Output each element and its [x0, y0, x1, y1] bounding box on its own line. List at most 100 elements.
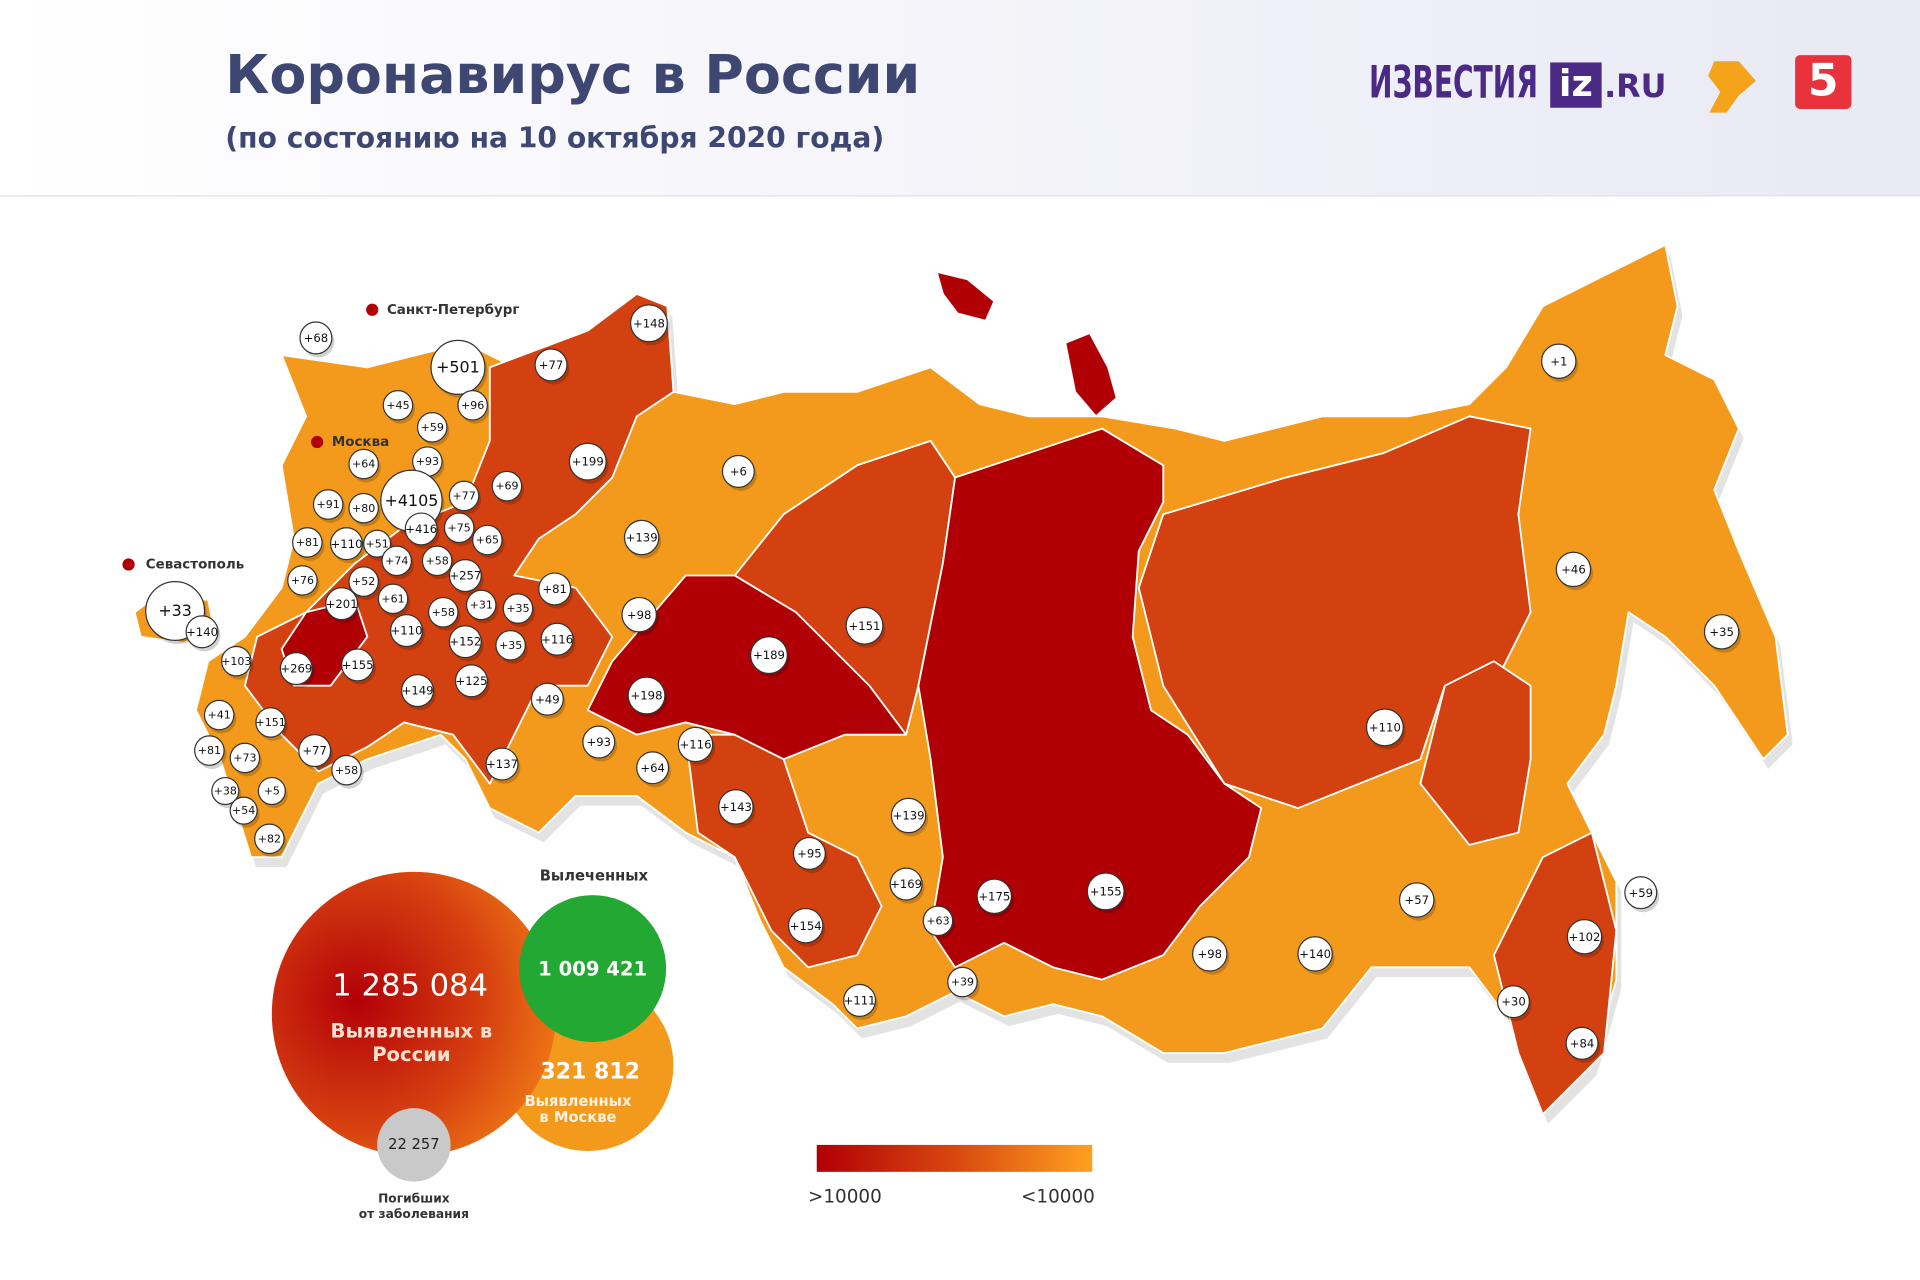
region-bubble: [1365, 708, 1404, 747]
region-value: +81: [198, 744, 221, 757]
region-bubble: [750, 636, 788, 675]
region-bubble: [287, 565, 318, 596]
region-bubble: [416, 412, 448, 443]
region-bubble: [1297, 936, 1333, 972]
region-bubble: [922, 905, 954, 937]
region-bubble: [194, 735, 225, 766]
region-value: +52: [352, 575, 375, 588]
region-bubble: [502, 593, 534, 624]
region-value: +116: [541, 632, 573, 646]
region-bubble: [1555, 551, 1592, 588]
region-value: +35: [506, 602, 529, 615]
region-bubble: [221, 645, 252, 677]
region-wsib: [586, 574, 908, 761]
region-bubble: [298, 734, 332, 768]
region-bubble: [331, 754, 362, 786]
region-bubble: [1565, 1026, 1599, 1060]
region-value: +35: [1709, 625, 1734, 639]
city-label: Санкт-Петербург: [387, 302, 520, 318]
logo-iz-box: [1550, 62, 1602, 108]
region-value: +59: [421, 421, 444, 434]
region-bubble: [843, 983, 877, 1017]
logo-ren: [1708, 61, 1756, 113]
region-value: +155: [342, 658, 374, 672]
recovered-title: Вылеченных: [540, 868, 649, 885]
subtitle: (по состоянию на 10 октября 2020 года): [225, 122, 884, 155]
region-value: +6: [730, 465, 747, 479]
region-bubble: [890, 797, 927, 834]
region-bubble: [312, 489, 344, 520]
deaths-label: от заболевания: [359, 1207, 469, 1221]
region-value: +58: [426, 554, 449, 567]
region-bubble: [390, 614, 424, 648]
region-bubble: [448, 480, 480, 512]
region-bubble: [677, 726, 714, 763]
region-value: +416: [405, 522, 437, 536]
region-bubble: [348, 492, 379, 524]
region-value: +68: [304, 331, 329, 345]
region-value: +77: [302, 744, 327, 758]
region-value: +154: [790, 919, 822, 933]
deaths-value: 22 257: [388, 1136, 439, 1153]
region-value: +39: [951, 976, 974, 989]
region-bubble: [211, 776, 240, 806]
region-bubble: [401, 674, 435, 708]
region-value: +75: [448, 521, 471, 534]
region-bubble: [845, 606, 884, 645]
deaths-circle: [377, 1108, 451, 1182]
region-arctic-island: [1064, 332, 1118, 418]
region-arctic-islands: [935, 270, 996, 322]
logo-izvestia: ИЗВЕСТИЯ: [1369, 58, 1538, 109]
region-value: +59: [1629, 886, 1654, 900]
region-value: +140: [1299, 947, 1331, 961]
region-bubble: [976, 878, 1013, 915]
region-bubble: [1541, 343, 1577, 379]
region-value: +76: [291, 574, 314, 587]
region-bubble: [254, 823, 285, 855]
region-bubble: [427, 596, 459, 628]
region-bubble: [448, 625, 482, 659]
region-value: +45: [386, 399, 409, 412]
city-dot: [366, 303, 379, 316]
legend-low: <10000: [1021, 1187, 1095, 1208]
region-value: +33: [158, 601, 192, 620]
region-bubble: [538, 572, 572, 606]
region-bubble: [630, 304, 668, 343]
region-value: +5: [264, 785, 280, 798]
region-value: +98: [1198, 947, 1223, 961]
region-bubble: [530, 682, 564, 716]
region-value: +81: [296, 536, 319, 549]
region-bubble: [787, 907, 824, 944]
region-bubble: [636, 751, 670, 785]
city-dot: [311, 435, 324, 449]
legend: >10000 <10000: [808, 1144, 1095, 1208]
cases-label: Выявленных в: [331, 1020, 493, 1043]
region-value: +102: [1569, 930, 1601, 944]
region-central-sib: [917, 427, 1263, 981]
city-label: Москва: [332, 435, 389, 450]
region-bubble: [229, 742, 261, 774]
region-value: +149: [402, 684, 434, 698]
region-value: +103: [221, 655, 251, 668]
logo-5-box: [1795, 55, 1852, 109]
recovered-value: 1 009 421: [538, 957, 647, 980]
region-value: +111: [844, 994, 876, 1008]
cases-value: 1 285 084: [332, 968, 488, 1003]
region-value: +201: [326, 597, 358, 611]
region-bubble: [621, 596, 657, 633]
region-bubble: [623, 519, 660, 556]
region-bubble: [889, 867, 923, 901]
region-bubble: [540, 622, 574, 656]
region-value: +77: [452, 490, 475, 503]
region-bubble: [325, 587, 359, 621]
region-bubble: [330, 527, 364, 561]
region-value: +152: [449, 635, 481, 649]
region-value: +95: [797, 847, 822, 861]
region-bubble: [454, 664, 488, 698]
legend-gradient: [816, 1144, 1093, 1172]
region-value: +116: [680, 738, 712, 752]
region-value: +63: [926, 914, 949, 927]
moscow-label: в Москве: [539, 1109, 616, 1126]
region-value: +189: [753, 648, 785, 662]
region-value: +151: [849, 619, 881, 633]
